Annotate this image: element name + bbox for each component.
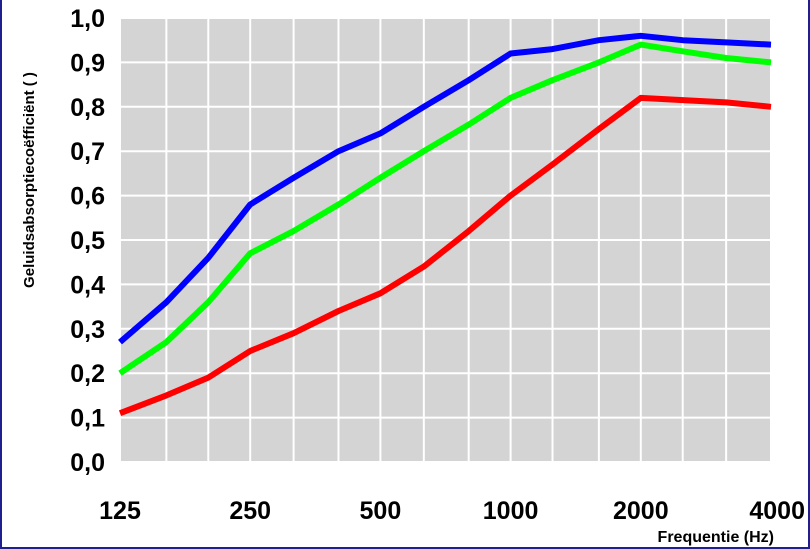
y-tick-label: 0,5 (70, 227, 105, 255)
y-tick-label: 1,0 (70, 5, 105, 33)
x-tick-label: 250 (229, 497, 271, 525)
y-tick-label: 0,1 (70, 405, 105, 433)
y-tick-label: 0,4 (70, 271, 105, 299)
y-tick-label: 0,8 (70, 94, 105, 122)
x-tick-label: 125 (99, 497, 141, 525)
x-tick-label: 2000 (613, 497, 669, 525)
series-line-1 (118, 32, 772, 345)
y-tick-label: 0,0 (70, 449, 105, 477)
grid (119, 17, 772, 463)
y-tick-label: 0,6 (70, 183, 105, 211)
x-axis-label: Frequentie (Hz) (658, 529, 774, 546)
series-line-2 (118, 41, 772, 376)
x-axis-ticks: 125 250 500 1000 2000 4000 (99, 497, 805, 525)
series-group (118, 32, 772, 417)
x-tick-label: 1000 (483, 497, 539, 525)
y-tick-label: 0,9 (70, 49, 105, 77)
y-axis-ticks: 0,0 0,1 0,2 0,3 0,4 0,5 0,6 0,7 0,8 0,9 1,0 (70, 5, 105, 477)
y-tick-label: 0,7 (70, 138, 105, 166)
y-tick-label: 0,3 (70, 316, 105, 344)
series-line-3 (118, 94, 772, 417)
x-tick-label: 500 (360, 497, 402, 525)
x-tick-label: 4000 (749, 497, 805, 525)
y-tick-label: 0,2 (70, 360, 105, 388)
y-axis-label: Geluidsabsorptiecoëfficiënt ( ) (21, 72, 38, 288)
